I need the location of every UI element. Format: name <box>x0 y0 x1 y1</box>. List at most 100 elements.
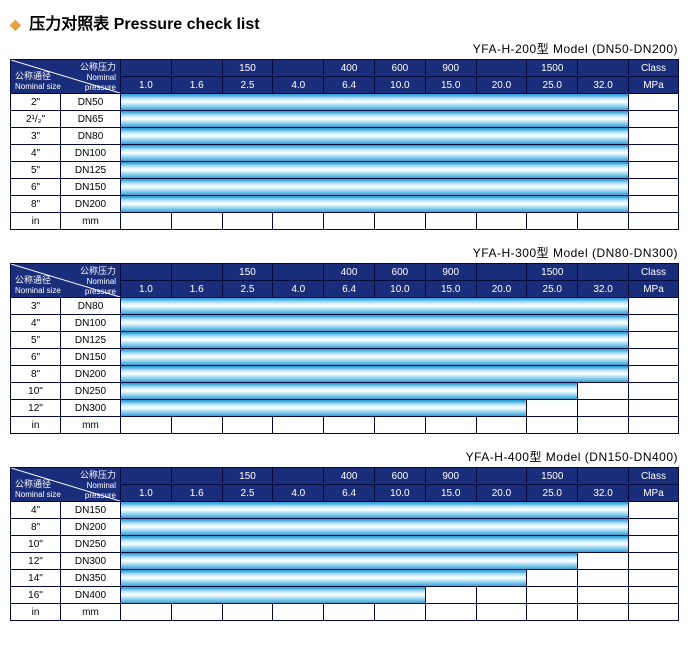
footer-empty <box>578 604 629 621</box>
footer-empty <box>273 604 324 621</box>
class-col-label: Class <box>628 60 678 77</box>
right-pad <box>628 298 678 315</box>
row-in: 2¹/₂" <box>11 111 61 128</box>
class-col-label: Class <box>628 264 678 281</box>
class-header: 1500 <box>527 264 578 281</box>
pressure-bar <box>121 298 629 315</box>
row-dn: DN100 <box>61 145 121 162</box>
empty-cell <box>578 553 629 570</box>
tables-container: YFA-H-200型 Model (DN50-DN200) 公称压力Nomina… <box>10 40 678 621</box>
row-in: 14" <box>11 570 61 587</box>
mpa-header: 4.0 <box>273 281 324 298</box>
right-pad <box>628 349 678 366</box>
class-header-empty <box>171 468 222 485</box>
footer-empty <box>121 213 172 230</box>
mpa-header: 1.0 <box>121 281 172 298</box>
class-header: 150 <box>222 60 273 77</box>
row-dn: DN80 <box>61 128 121 145</box>
pressure-bar <box>121 145 629 162</box>
right-pad <box>628 162 678 179</box>
footer-empty <box>425 604 476 621</box>
mpa-header: 4.0 <box>273 485 324 502</box>
footer-empty <box>171 213 222 230</box>
row-dn: DN100 <box>61 315 121 332</box>
right-pad <box>628 332 678 349</box>
mpa-header: 32.0 <box>578 485 629 502</box>
class-header-empty <box>476 468 527 485</box>
class-header: 1500 <box>527 60 578 77</box>
class-header-empty <box>121 60 172 77</box>
class-header-empty <box>476 264 527 281</box>
footer-empty <box>527 213 578 230</box>
row-in: 12" <box>11 400 61 417</box>
row-in: 4" <box>11 145 61 162</box>
empty-cell <box>476 587 527 604</box>
class-header: 150 <box>222 264 273 281</box>
right-pad <box>628 145 678 162</box>
row-dn: DN300 <box>61 553 121 570</box>
row-in: 8" <box>11 519 61 536</box>
mpa-header: 1.6 <box>171 485 222 502</box>
diagonal-header: 公称压力Nominalpressure 公称通径Nominal size <box>11 468 121 502</box>
mpa-header: 20.0 <box>476 77 527 94</box>
footer-empty <box>324 604 375 621</box>
model-label: YFA-H-400型 Model (DN150-DN400) <box>10 448 678 465</box>
right-pad <box>628 383 678 400</box>
class-header: 900 <box>425 60 476 77</box>
footer-in: in <box>11 417 61 434</box>
row-in: 12" <box>11 553 61 570</box>
row-in: 4" <box>11 502 61 519</box>
row-in: 5" <box>11 332 61 349</box>
class-header-empty <box>121 468 172 485</box>
footer-empty <box>476 213 527 230</box>
class-header-empty <box>273 60 324 77</box>
row-dn: DN400 <box>61 587 121 604</box>
class-header: 600 <box>374 468 425 485</box>
footer-empty <box>121 604 172 621</box>
row-in: 4" <box>11 315 61 332</box>
class-header: 400 <box>324 468 375 485</box>
footer-empty <box>578 213 629 230</box>
pressure-bar <box>121 111 629 128</box>
row-in: 3" <box>11 298 61 315</box>
pressure-bar <box>121 128 629 145</box>
mpa-header: 4.0 <box>273 77 324 94</box>
mpa-col-label: MPa <box>628 485 678 502</box>
right-pad <box>628 111 678 128</box>
empty-cell <box>578 570 629 587</box>
empty-cell <box>527 400 578 417</box>
class-header: 600 <box>374 60 425 77</box>
pressure-bar <box>121 196 629 213</box>
table-block: YFA-H-300型 Model (DN80-DN300) 公称压力Nomina… <box>10 244 678 434</box>
footer-empty <box>628 417 678 434</box>
pressure-bar <box>121 587 426 604</box>
right-pad <box>628 179 678 196</box>
pressure-bar <box>121 502 629 519</box>
class-header-empty <box>578 468 629 485</box>
mpa-header: 6.4 <box>324 485 375 502</box>
title-cn: 压力对照表 <box>29 16 109 33</box>
class-header-empty <box>476 60 527 77</box>
footer-in: in <box>11 604 61 621</box>
class-header: 1500 <box>527 468 578 485</box>
model-label: YFA-H-300型 Model (DN80-DN300) <box>10 244 678 261</box>
row-in: 10" <box>11 536 61 553</box>
class-header-empty <box>273 264 324 281</box>
pressure-bar <box>121 519 629 536</box>
footer-empty <box>324 417 375 434</box>
diamond-icon: ◆ <box>10 16 21 32</box>
footer-mm: mm <box>61 604 121 621</box>
class-header: 400 <box>324 264 375 281</box>
class-header-empty <box>171 264 222 281</box>
mpa-header: 6.4 <box>324 77 375 94</box>
row-in: 3" <box>11 128 61 145</box>
page-title: ◆ 压力对照表 Pressure check list <box>10 10 678 34</box>
row-dn: DN150 <box>61 349 121 366</box>
class-header-empty <box>121 264 172 281</box>
pressure-bar <box>121 179 629 196</box>
row-dn: DN350 <box>61 570 121 587</box>
empty-cell <box>578 400 629 417</box>
mpa-header: 32.0 <box>578 77 629 94</box>
pressure-table: 公称压力Nominalpressure 公称通径Nominal size 150… <box>10 263 679 434</box>
row-dn: DN125 <box>61 332 121 349</box>
